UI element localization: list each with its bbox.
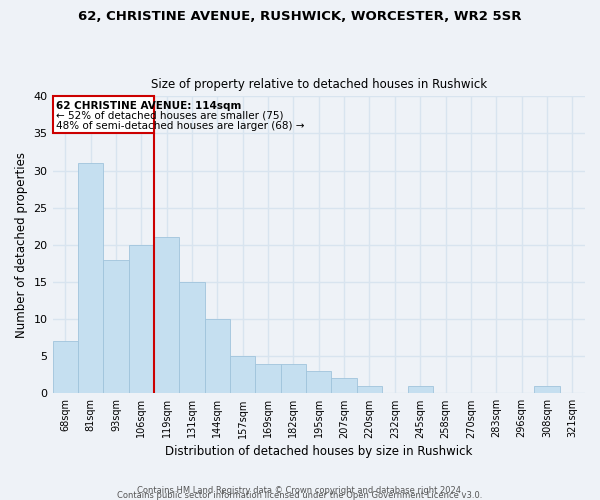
Bar [306, 371, 331, 394]
Bar [281, 364, 306, 394]
Bar [230, 356, 256, 394]
Bar [179, 282, 205, 394]
Text: 48% of semi-detached houses are larger (68) →: 48% of semi-detached houses are larger (… [56, 121, 305, 131]
X-axis label: Distribution of detached houses by size in Rushwick: Distribution of detached houses by size … [165, 444, 472, 458]
Text: ← 52% of detached houses are smaller (75): ← 52% of detached houses are smaller (75… [56, 110, 284, 120]
Bar [154, 238, 179, 394]
Bar [128, 245, 154, 394]
Bar [331, 378, 357, 394]
Text: Contains HM Land Registry data © Crown copyright and database right 2024.: Contains HM Land Registry data © Crown c… [137, 486, 463, 495]
Bar [53, 342, 78, 394]
Bar [53, 96, 154, 134]
Y-axis label: Number of detached properties: Number of detached properties [15, 152, 28, 338]
Bar [407, 386, 433, 394]
Text: 62 CHRISTINE AVENUE: 114sqm: 62 CHRISTINE AVENUE: 114sqm [56, 101, 242, 111]
Bar [357, 386, 382, 394]
Text: 62, CHRISTINE AVENUE, RUSHWICK, WORCESTER, WR2 5SR: 62, CHRISTINE AVENUE, RUSHWICK, WORCESTE… [78, 10, 522, 23]
Bar [256, 364, 281, 394]
Text: Contains public sector information licensed under the Open Government Licence v3: Contains public sector information licen… [118, 491, 482, 500]
Title: Size of property relative to detached houses in Rushwick: Size of property relative to detached ho… [151, 78, 487, 91]
Bar [205, 319, 230, 394]
Bar [534, 386, 560, 394]
Bar [78, 163, 103, 394]
Bar [103, 260, 128, 394]
